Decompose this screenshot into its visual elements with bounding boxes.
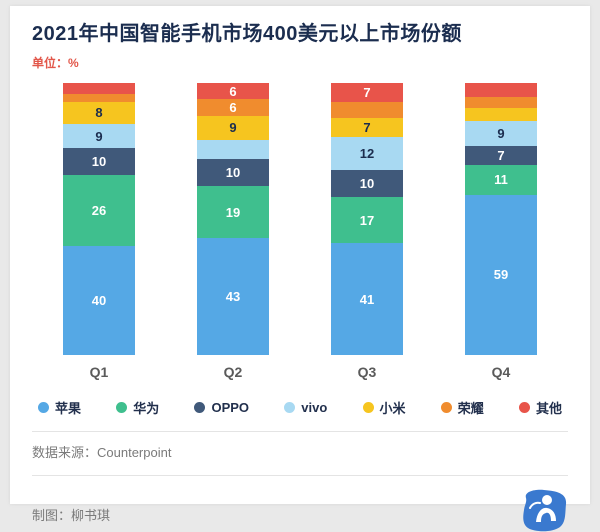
legend-item-其他: 其他 — [519, 398, 562, 417]
bar-segment-苹果-Q1: 40 — [63, 246, 135, 355]
bar-segment-荣耀-Q2: 6 — [197, 99, 269, 115]
bar-segment-苹果-Q2: 43 — [197, 238, 269, 355]
bar-segment-华为-Q3: 17 — [331, 197, 403, 243]
credit-label: 制图：柳书琪 — [32, 505, 110, 532]
bar-segment-其他-Q3: 7 — [331, 83, 403, 102]
source-label: 数据来源：Counterpoint — [32, 442, 568, 461]
legend-label: vivo — [301, 400, 327, 415]
bar-segment-OPPO-Q1: 10 — [63, 148, 135, 175]
legend-dot — [194, 402, 205, 413]
bar-segment-小米-Q1: 8 — [63, 102, 135, 124]
legend-dot — [116, 402, 127, 413]
x-axis-label-Q3: Q3 — [331, 364, 403, 380]
legend-label: 小米 — [380, 398, 406, 417]
bar-segment-小米-Q3: 7 — [331, 118, 403, 137]
bar-segment-vivo-Q4: 9 — [465, 121, 537, 145]
bar-segment-vivo-Q1: 9 — [63, 124, 135, 148]
legend-dot — [519, 402, 530, 413]
bar-segment-OPPO-Q3: 10 — [331, 170, 403, 197]
x-axis-label-Q4: Q4 — [465, 364, 537, 380]
chart-legend: 苹果 华为 OPPO vivo 小米 荣耀 其他 — [38, 398, 562, 417]
legend-item-华为: 华为 — [116, 398, 159, 417]
legend-dot — [284, 402, 295, 413]
x-axis: Q1 Q2 Q3 Q4 — [32, 364, 568, 380]
bar-segment-荣耀-Q3 — [331, 102, 403, 118]
publisher-stamp-logo — [520, 488, 568, 532]
legend-label: 华为 — [133, 398, 159, 417]
legend-item-苹果: 苹果 — [38, 398, 81, 417]
legend-dot — [38, 402, 49, 413]
bar-segment-OPPO-Q4: 7 — [465, 146, 537, 165]
legend-item-小米: 小米 — [363, 398, 406, 417]
bar-segment-小米-Q4 — [465, 108, 537, 122]
legend-label: 苹果 — [55, 398, 81, 417]
legend-dot — [441, 402, 452, 413]
unit-label: 单位：% — [32, 54, 568, 71]
bar-segment-小米-Q2: 9 — [197, 116, 269, 140]
bar-segment-华为-Q4: 11 — [465, 165, 537, 195]
x-axis-label-Q2: Q2 — [197, 364, 269, 380]
bar-segment-vivo-Q3: 12 — [331, 137, 403, 170]
bar-segment-OPPO-Q2: 10 — [197, 159, 269, 186]
bar-segment-其他-Q1 — [63, 83, 135, 94]
bar-segment-vivo-Q2 — [197, 140, 269, 159]
legend-label: 其他 — [536, 398, 562, 417]
bar-segment-苹果-Q3: 41 — [331, 243, 403, 355]
bar-segment-其他-Q2: 6 — [197, 83, 269, 99]
legend-item-荣耀: 荣耀 — [441, 398, 484, 417]
legend-label: 荣耀 — [458, 398, 484, 417]
bar-segment-荣耀-Q1 — [63, 94, 135, 102]
legend-item-vivo: vivo — [284, 398, 327, 417]
divider-line — [32, 431, 568, 432]
legend-label: OPPO — [211, 400, 249, 415]
bar-segment-苹果-Q4: 59 — [465, 195, 537, 355]
bar-segment-华为-Q2: 19 — [197, 186, 269, 238]
x-axis-label-Q1: Q1 — [63, 364, 135, 380]
footer: 制图：柳书琪 — [32, 488, 568, 532]
bar-segment-华为-Q1: 26 — [63, 175, 135, 246]
bar-segment-其他-Q4 — [465, 83, 537, 97]
divider-line-2 — [32, 475, 568, 476]
legend-dot — [363, 402, 374, 413]
chart-title: 2021年中国智能手机市场400美元以上市场份额 — [32, 22, 568, 47]
legend-item-OPPO: OPPO — [194, 398, 249, 417]
bar-segment-荣耀-Q4 — [465, 97, 537, 108]
